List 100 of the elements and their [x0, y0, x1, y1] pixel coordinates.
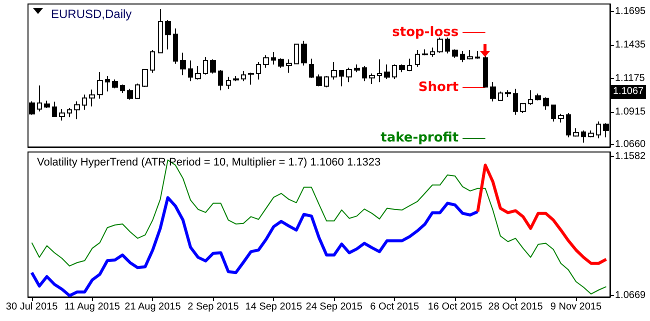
candlestick	[354, 64, 360, 73]
candlestick	[59, 108, 65, 122]
candlestick	[112, 78, 118, 89]
ref-line-label: Short	[418, 80, 459, 95]
candlestick	[505, 90, 511, 98]
x-tick-label: 21 Aug 2015	[124, 302, 182, 312]
candlestick	[226, 76, 231, 90]
ref-line-label: take-profit	[380, 130, 459, 146]
candlestick	[241, 70, 246, 82]
x-tick-label: 2 Sep 2015	[188, 302, 240, 312]
candlestick	[513, 88, 518, 116]
x-tick-label: 6 Oct 2015	[370, 302, 420, 312]
candlestick	[120, 84, 125, 94]
candlestick	[551, 104, 556, 122]
candlestick	[286, 58, 292, 74]
candlestick	[498, 91, 503, 101]
candlestick	[97, 72, 103, 100]
x-tick-label: 28 Oct 2015	[488, 302, 544, 312]
candlestick	[392, 64, 397, 80]
candlestick	[263, 54, 269, 68]
candlestick	[445, 37, 450, 54]
y-tick-label: 1.1582	[615, 151, 646, 162]
candlestick	[384, 64, 390, 80]
candlestick	[467, 50, 473, 60]
candlestick	[437, 37, 443, 54]
y-tick-label: 1.1695	[615, 6, 646, 18]
candlestick	[588, 130, 594, 138]
candlestick	[596, 121, 601, 139]
candlestick	[248, 72, 254, 86]
candlestick	[142, 68, 148, 88]
candlestick	[475, 50, 480, 60]
candlestick	[173, 28, 178, 64]
candlestick	[581, 130, 586, 144]
chart-title: EURUSD,Daily	[51, 7, 132, 21]
candlestick	[324, 76, 329, 88]
candlestick	[294, 44, 299, 64]
candlestick	[158, 8, 163, 54]
candlestick	[415, 50, 420, 68]
x-tick-label: 24 Sep 2015	[306, 302, 363, 312]
y-tick-label: 1.1435	[615, 40, 646, 51]
candlestick	[369, 72, 375, 84]
candlestick	[180, 52, 186, 76]
candlestick	[188, 60, 193, 82]
candlestick	[278, 58, 284, 68]
candlestick	[452, 48, 458, 58]
y-tick-label: 1.1175	[615, 72, 646, 84]
candlestick	[520, 103, 526, 114]
candlestick	[82, 94, 87, 110]
candlestick	[543, 96, 549, 110]
candlestick	[483, 56, 488, 88]
x-tick-label: 9 Nov 2015	[550, 302, 602, 312]
y-tick-label: 1.0660	[615, 139, 646, 150]
candlestick	[566, 112, 571, 138]
candlestick	[210, 58, 216, 74]
x-tick-label: 11 Aug 2015	[64, 302, 120, 312]
candlestick	[377, 58, 382, 83]
y-tick-label: 1.0915	[615, 106, 646, 118]
candlestick	[74, 100, 80, 120]
candlestick	[316, 74, 322, 87]
line-series	[31, 160, 607, 294]
candlestick	[339, 70, 344, 87]
candlestick	[430, 47, 435, 58]
candlestick	[256, 62, 261, 80]
candlestick	[301, 40, 307, 66]
candlestick	[407, 58, 412, 72]
candlestick	[346, 67, 352, 83]
candlestick	[573, 128, 579, 138]
candlestick	[528, 90, 533, 106]
candlestick	[362, 66, 367, 82]
candlestick	[490, 82, 496, 102]
candlestick	[150, 50, 155, 74]
candlestick	[52, 101, 57, 118]
candlestick	[105, 76, 110, 92]
candlestick	[89, 89, 95, 107]
candlestick	[460, 50, 465, 63]
ref-line-label: stop-loss	[392, 25, 459, 40]
y-tick-label: 1.0669	[615, 290, 646, 302]
line-series	[30, 196, 480, 298]
candlestick	[233, 76, 239, 82]
x-tick-label: 16 Oct 2015	[428, 302, 483, 312]
candlestick	[165, 20, 171, 50]
candlestick	[399, 64, 405, 73]
candlestick	[422, 48, 428, 56]
candlestick	[218, 70, 223, 91]
line-series	[476, 164, 608, 265]
candlestick	[37, 85, 42, 112]
candlestick	[203, 56, 208, 75]
candlestick	[135, 83, 140, 99]
candlestick	[331, 62, 337, 80]
candlestick	[271, 51, 276, 65]
candlestick	[127, 88, 133, 100]
candlestick	[309, 58, 314, 78]
x-tick-label: 30 Jul 2015	[6, 302, 58, 312]
x-tick-label: 14 Sep 2015	[245, 302, 302, 312]
candlestick	[44, 100, 50, 109]
candlestick	[195, 66, 201, 80]
candlestick	[67, 108, 72, 118]
candlestick	[558, 113, 564, 123]
text: 1.1067	[611, 85, 646, 100]
candlestick	[535, 93, 541, 101]
